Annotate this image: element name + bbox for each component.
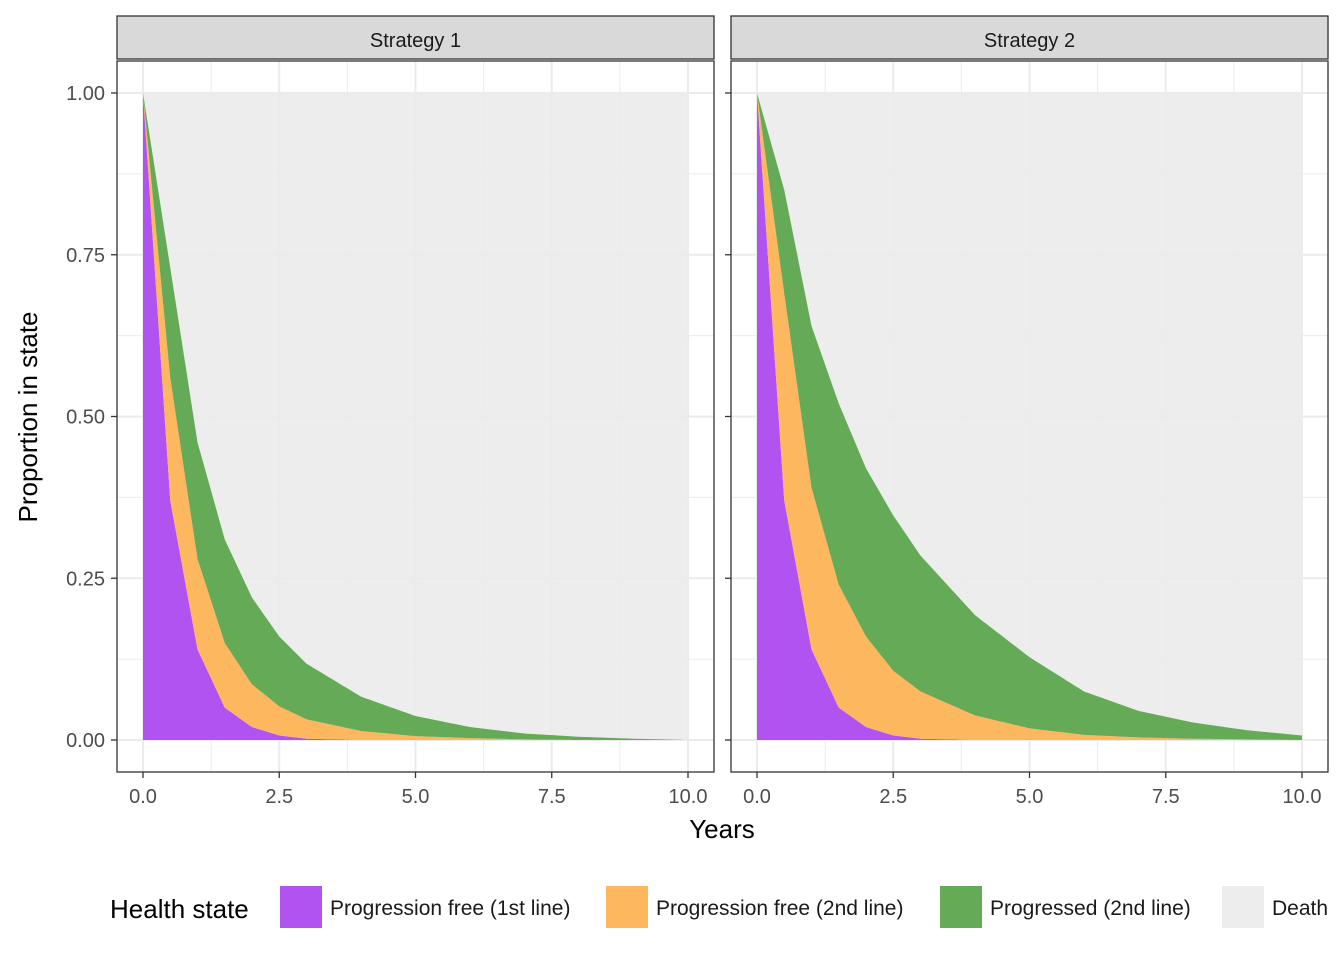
facet-strip [730, 15, 1329, 60]
facet-panel: Strategy 1 0.0 2.5 5.0 7.5 10.0 0.00 0.25 0.50 0.… [66, 15, 715, 808]
x-tick-label: 2.5 [879, 786, 907, 808]
y-axis-title: Proportion in state [13, 311, 43, 522]
facet-strip [116, 15, 715, 60]
legend-key [1222, 886, 1264, 928]
x-tick-label: 10.0 [669, 786, 708, 808]
y-tick-label: 1.00 [66, 83, 105, 105]
area-progression-free-1st [143, 93, 688, 740]
legend-label: Death [1272, 897, 1328, 920]
legend-label: Progression free (1st line) [330, 897, 570, 920]
x-tick-label: 5.0 [402, 786, 430, 808]
x-tick-label: 5.0 [1016, 786, 1044, 808]
x-tick-label: 7.5 [538, 786, 566, 808]
y-tick-label: 0.50 [66, 407, 105, 429]
area-progressed-2nd [757, 93, 1302, 740]
y-tick-label: 0.25 [66, 568, 105, 590]
x-tick-label: 10.0 [1283, 786, 1322, 808]
x-tick-label: 7.5 [1152, 786, 1180, 808]
x-axis-title: Years [689, 814, 755, 844]
area-progression-free-1st [757, 93, 1302, 740]
legend-key [280, 886, 322, 928]
legend-label: Progressed (2nd line) [990, 897, 1191, 920]
x-tick-label: 0.0 [129, 786, 157, 808]
legend-key [606, 886, 648, 928]
x-tick-label: 2.5 [265, 786, 293, 808]
x-tick-label: 0.0 [743, 786, 771, 808]
facet-strip-label: Strategy 1 [370, 30, 461, 52]
legend-title: Health state [110, 894, 249, 924]
y-tick-label: 0.75 [66, 245, 105, 267]
legend: Health state Progression free (1st line) P… [110, 886, 1328, 928]
y-tick-label: 0.00 [66, 730, 105, 752]
legend-label: Progression free (2nd line) [656, 897, 903, 920]
facet-strip-label: Strategy 2 [984, 30, 1075, 52]
legend-key [940, 886, 982, 928]
facet-panel: Strategy 2 0.0 2.5 5.0 7.5 10.0 [725, 15, 1329, 808]
